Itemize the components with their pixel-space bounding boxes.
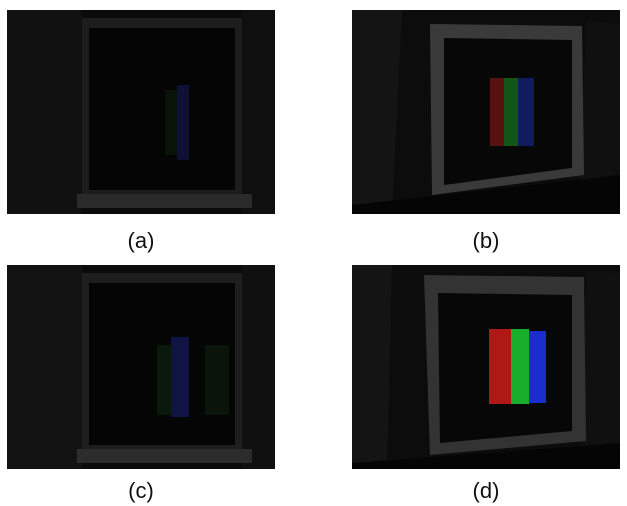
photo-panel-a xyxy=(7,10,275,214)
caption-d: (d) xyxy=(472,478,500,503)
caption-c: (c) xyxy=(128,478,154,503)
photo-a-scene xyxy=(7,10,275,214)
caption-b: (b) xyxy=(472,228,500,253)
caption-a: (a) xyxy=(127,228,155,253)
photo-d-scene xyxy=(352,265,620,469)
photo-panel-c xyxy=(7,265,275,469)
photo-c-scene xyxy=(7,265,275,469)
photo-panel-d xyxy=(352,265,620,469)
photo-b-scene xyxy=(352,10,620,214)
photo-panel-b xyxy=(352,10,620,214)
